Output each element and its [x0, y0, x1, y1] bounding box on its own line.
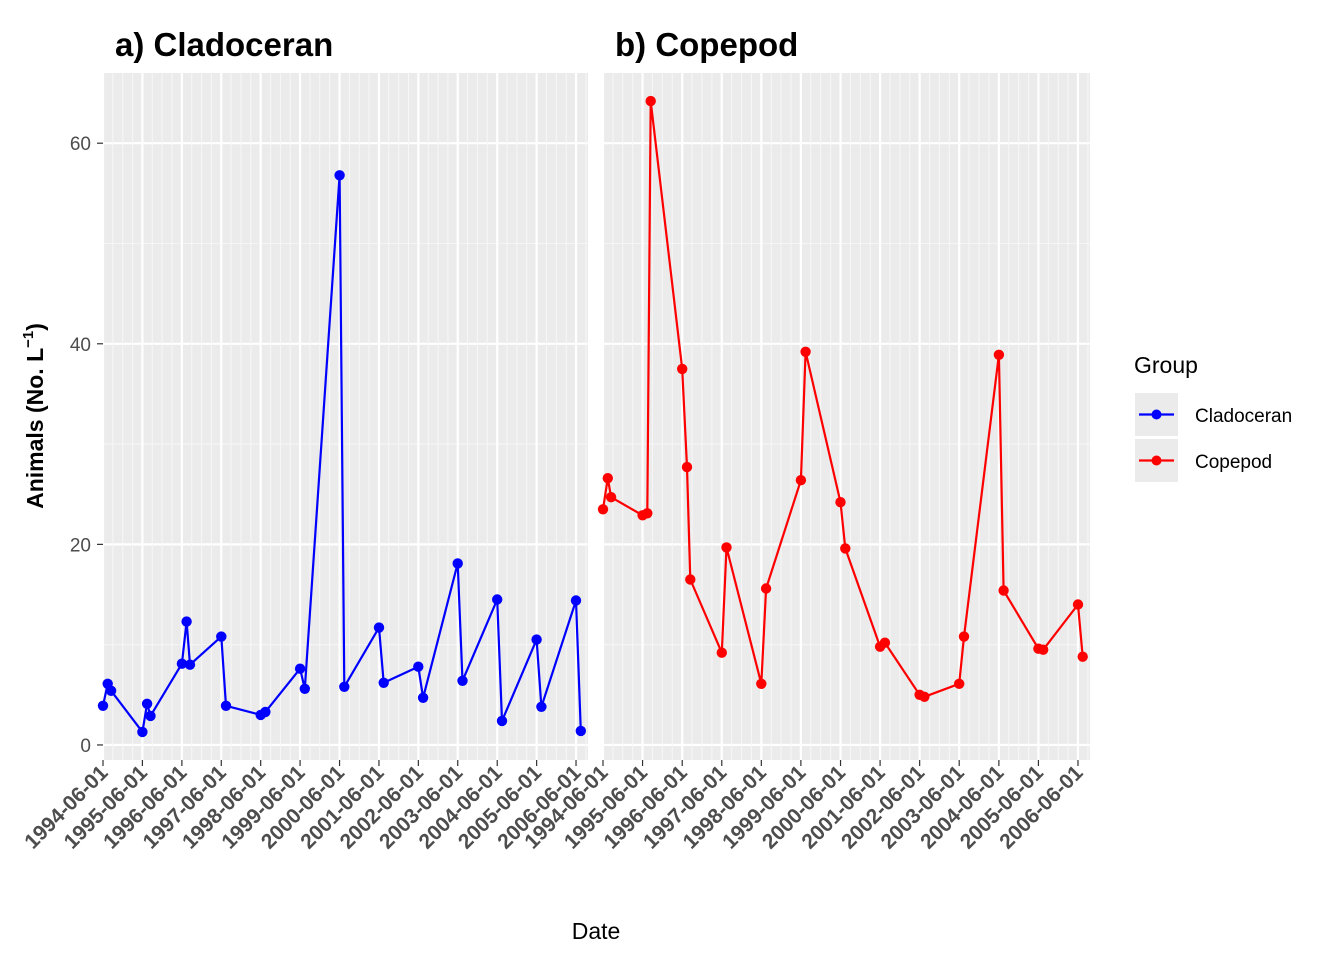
- data-point: [835, 497, 846, 508]
- data-point: [373, 622, 385, 633]
- data-point: [1072, 599, 1084, 610]
- y-axis-title-superscript: −1: [20, 331, 37, 348]
- data-point: [220, 700, 232, 711]
- data-point: [677, 363, 688, 375]
- data-point: [958, 631, 970, 642]
- data-point: [97, 700, 109, 711]
- data-point: [457, 675, 468, 686]
- panel-cladoceran: a) Cladoceran: [97, 26, 588, 760]
- data-point: [216, 631, 227, 642]
- y-axis-title-close: ): [22, 323, 48, 331]
- data-point: [681, 461, 693, 473]
- y-tick-label: 0: [80, 736, 91, 757]
- data-point: [105, 685, 117, 696]
- data-point: [496, 715, 508, 727]
- data-point: [260, 706, 271, 718]
- data-point: [181, 616, 192, 627]
- data-point: [597, 504, 609, 515]
- data-point: [339, 681, 350, 692]
- data-point: [721, 542, 732, 553]
- data-point: [840, 543, 851, 554]
- data-point: [176, 658, 188, 669]
- data-point: [145, 710, 156, 722]
- data-point: [993, 349, 1005, 360]
- data-point: [685, 574, 696, 585]
- data-point: [137, 726, 148, 738]
- data-point: [299, 683, 310, 694]
- data-point: [919, 691, 930, 702]
- legend-label-copepod: Copepod: [1195, 452, 1272, 473]
- legend-title: Group: [1134, 352, 1198, 378]
- data-point: [413, 661, 424, 672]
- data-point: [570, 595, 582, 606]
- data-point: [378, 677, 389, 688]
- data-point: [575, 725, 586, 737]
- panel-copepod: b) Copepod: [597, 26, 1090, 760]
- panel-b-background: [603, 73, 1090, 760]
- y-tick-label: 20: [70, 535, 91, 556]
- data-point: [536, 701, 547, 712]
- data-point: [417, 692, 429, 703]
- data-point: [800, 346, 811, 357]
- data-point: [795, 475, 807, 486]
- data-point: [879, 637, 891, 648]
- data-point: [141, 698, 153, 709]
- data-point: [492, 594, 503, 605]
- y-axis-title: Animals (No. L−1): [20, 323, 48, 509]
- data-point: [998, 585, 1009, 596]
- data-point: [1077, 651, 1088, 662]
- legend-key-copepod-point: [1151, 455, 1162, 466]
- legend-label-cladoceran: Cladoceran: [1195, 406, 1292, 427]
- data-point: [294, 663, 306, 674]
- x-axis-panel-a: 1994-06-011995-06-011996-06-011997-06-01…: [20, 760, 586, 853]
- data-point: [605, 492, 617, 503]
- data-point: [642, 508, 653, 519]
- data-point: [716, 647, 727, 658]
- data-point: [334, 170, 345, 181]
- x-axis-title: Date: [572, 918, 621, 944]
- data-point: [1038, 644, 1049, 655]
- data-point: [645, 95, 656, 107]
- data-point: [760, 583, 772, 594]
- y-tick-label: 40: [70, 335, 91, 356]
- y-tick-label: 60: [70, 134, 91, 155]
- y-axis: 0 20 40 60: [70, 134, 103, 757]
- data-point: [756, 678, 767, 689]
- panel-b-grid: [601, 73, 1090, 760]
- data-point: [452, 558, 463, 569]
- copepod-series: [597, 95, 1088, 702]
- cladoceran-series: [97, 170, 586, 738]
- data-point: [184, 659, 196, 670]
- panel-b-title: b) Copepod: [615, 26, 798, 63]
- data-point: [954, 678, 965, 689]
- data-point: [531, 634, 542, 645]
- x-axis-panel-b: 1994-06-011995-06-011996-06-011997-06-01…: [520, 760, 1088, 853]
- panel-a-title: a) Cladoceran: [115, 26, 333, 63]
- legend-key-cladoceran-point: [1151, 409, 1162, 420]
- y-axis-title-main: Animals (No. L: [22, 348, 48, 509]
- panel-a-background: [103, 73, 588, 760]
- legend: Group Cladoceran Copepod: [1134, 352, 1292, 482]
- data-point: [602, 473, 613, 484]
